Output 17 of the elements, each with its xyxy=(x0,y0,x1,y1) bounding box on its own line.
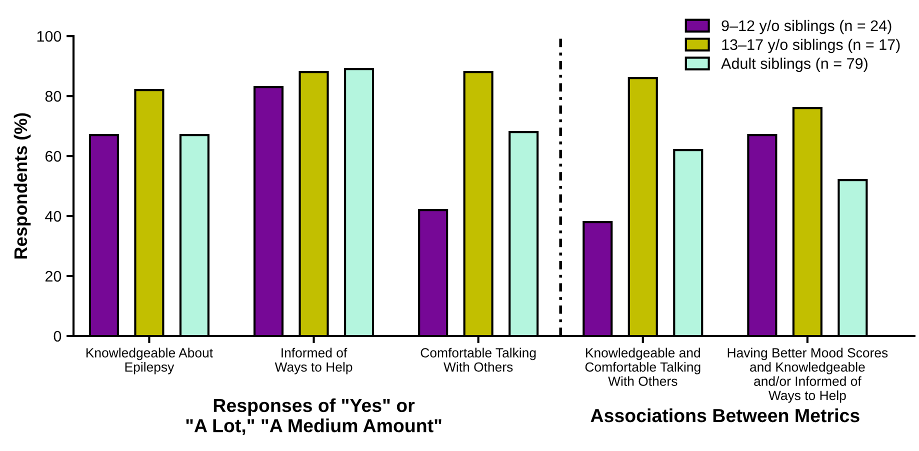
text: Responses of "Yes" or "A Lot," "A Medium Amount" xyxy=(186,398,442,436)
legend-label: 13–17 y/o siblings (n = 17) xyxy=(722,38,900,54)
x-tick-label: Knowledgeable About Epilepsy xyxy=(86,348,213,374)
x-tick-label: Having Better Mood Scores and Knowledgeable and/or Informed of Ways to Help xyxy=(728,348,888,403)
y-axis-title: Respondents (%) xyxy=(14,113,31,259)
text: Associations Between Metrics xyxy=(590,408,860,422)
y-tick-label: 40 xyxy=(45,210,62,222)
y-tick-label: 0 xyxy=(54,330,62,342)
x-tick-label: Informed of Ways to Help xyxy=(274,348,352,374)
y-tick-label: 80 xyxy=(45,90,62,102)
x-tick-label: Knowledgeable and Comfortable Talking With Others xyxy=(585,348,700,386)
legend-label: 9–12 y/o siblings (n = 24) xyxy=(722,20,892,34)
legend-label: Adult siblings (n = 79) xyxy=(721,58,868,72)
y-tick-label: 60 xyxy=(46,150,62,162)
x-tick-label: Comfortable Talking With Others xyxy=(420,348,536,372)
y-tick-label: 20 xyxy=(45,270,62,282)
y-tick-label: 100 xyxy=(37,30,62,42)
